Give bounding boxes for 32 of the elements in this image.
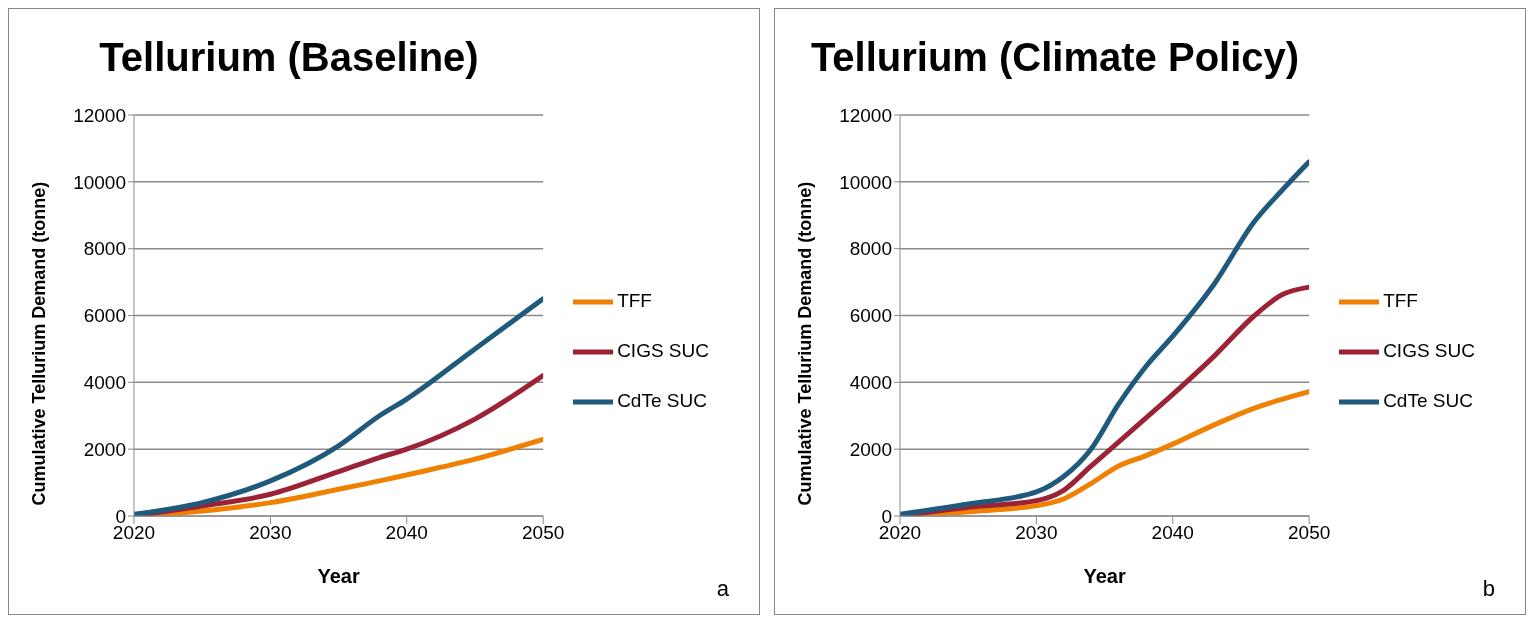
legend-label: CdTe SUC: [1383, 390, 1473, 411]
y-tick-label: 12000: [73, 104, 126, 126]
y-tick-label: 8000: [849, 238, 892, 260]
text: a: [716, 576, 729, 602]
x-tick-label: 2040: [385, 522, 428, 544]
y-tick-label: 10000: [839, 171, 892, 193]
y-tick-label: 4000: [849, 372, 892, 394]
x-tick-label: 2030: [249, 522, 292, 544]
legend-label: CdTe SUC: [617, 390, 707, 411]
legend-label: TFF: [1383, 290, 1418, 311]
x-tick-label: 2050: [522, 522, 565, 544]
x-tick-label: 2040: [1151, 522, 1194, 544]
y-axis-title: Cumulative Tellurium Demand (tonne): [795, 181, 816, 506]
legend-label: TFF: [617, 290, 652, 311]
x-axis-title: Year: [317, 565, 360, 587]
x-tick-label: 2050: [1288, 522, 1331, 544]
y-tick-label: 10000: [73, 171, 126, 193]
chart-title: Tellurium (Baseline): [98, 35, 480, 80]
legend-label: CIGS SUC: [1383, 340, 1475, 361]
y-tick-label: 6000: [83, 305, 126, 327]
y-tick-label: 12000: [839, 104, 892, 126]
x-tick-label: 2030: [1015, 522, 1058, 544]
x-axis-title: Year: [1083, 565, 1126, 587]
text: b: [1482, 576, 1495, 602]
y-tick-label: 2000: [83, 438, 126, 460]
y-tick-label: 4000: [83, 372, 126, 394]
y-tick-label: 6000: [849, 305, 892, 327]
legend-label: CIGS SUC: [617, 340, 709, 361]
chart-title: Tellurium (Climate Policy): [809, 35, 1301, 80]
y-tick-label: 2000: [849, 438, 892, 460]
y-tick-label: 8000: [83, 238, 126, 260]
y-axis-title: Cumulative Tellurium Demand (tonne): [29, 181, 50, 506]
